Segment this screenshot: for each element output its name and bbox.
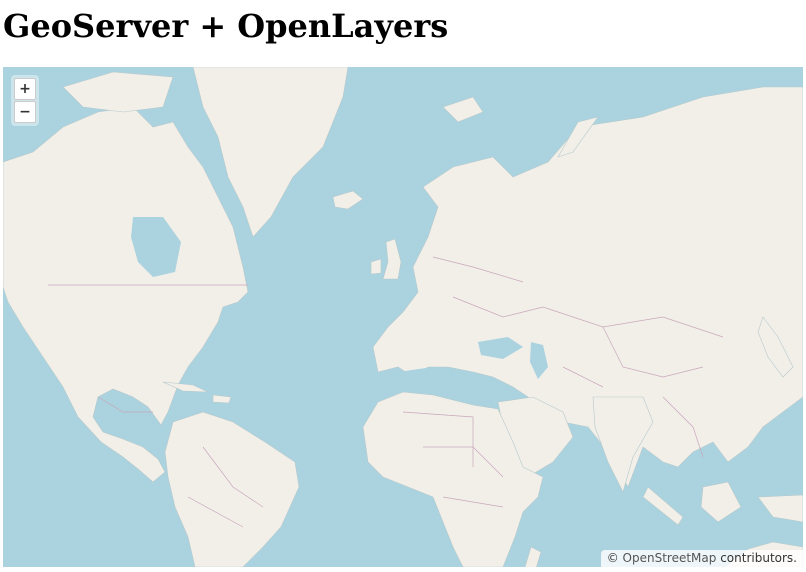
country-borders [48, 256, 724, 528]
map-viewport[interactable]: + − © OpenStreetMap contributors. [3, 67, 803, 567]
page-title: GeoServer + OpenLayers [3, 7, 449, 45]
openstreetmap-link[interactable]: OpenStreetMap [622, 551, 717, 565]
land-south-america [164, 411, 300, 567]
land-sumatra [642, 486, 684, 526]
land-madagascar [524, 546, 542, 567]
zoom-control: + − [11, 75, 39, 126]
land-hispaniola [212, 394, 232, 404]
land-ireland [370, 258, 382, 275]
land-great-britain [382, 238, 402, 280]
zoom-out-button[interactable]: − [14, 101, 36, 123]
land-north-america [3, 106, 249, 483]
zoom-in-button[interactable]: + [14, 78, 36, 100]
attribution-prefix: © [606, 551, 623, 565]
land-borneo [700, 481, 742, 523]
land-africa [362, 391, 544, 567]
water-caspian-sea [530, 342, 548, 379]
water-hudson-bay [131, 217, 181, 277]
land-arctic-islands [62, 71, 174, 113]
water-black-sea [478, 337, 523, 359]
land-new-guinea [757, 494, 803, 523]
land-cuba [162, 381, 209, 393]
water-mediterranean [398, 367, 503, 402]
map-tiles[interactable] [3, 67, 803, 567]
land-svalbard [442, 96, 484, 123]
land-india [592, 396, 654, 493]
land-novaya-zemlya [557, 116, 599, 158]
attribution-suffix: contributors. [716, 551, 797, 565]
land-greenland [192, 67, 349, 238]
land-japan [757, 316, 794, 378]
map-attribution: © OpenStreetMap contributors. [600, 550, 803, 567]
land-iceland [332, 190, 364, 210]
